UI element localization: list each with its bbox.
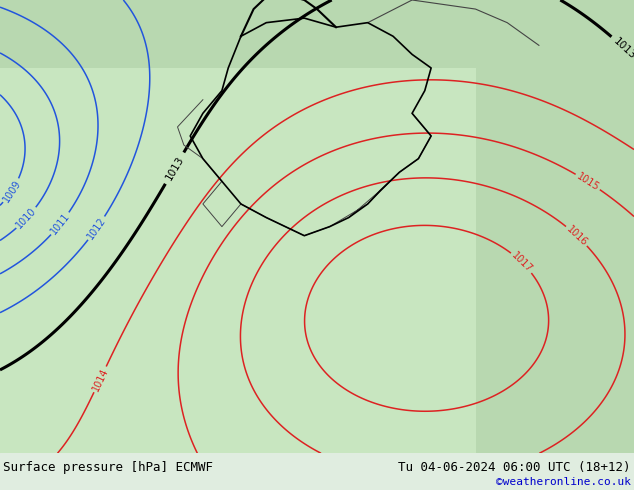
Polygon shape xyxy=(0,453,634,490)
Text: 1013: 1013 xyxy=(164,154,186,182)
Text: 1014: 1014 xyxy=(90,366,110,392)
Text: 1009: 1009 xyxy=(1,178,23,204)
Text: 1016: 1016 xyxy=(564,224,589,248)
Text: 1010: 1010 xyxy=(15,206,39,230)
Text: 1017: 1017 xyxy=(510,250,534,274)
Polygon shape xyxy=(0,0,634,68)
Text: 1012: 1012 xyxy=(86,216,108,241)
Text: 1015: 1015 xyxy=(575,171,601,193)
Text: ©weatheronline.co.uk: ©weatheronline.co.uk xyxy=(496,477,631,487)
Text: Surface pressure [hPa] ECMWF: Surface pressure [hPa] ECMWF xyxy=(3,461,213,474)
Text: 1011: 1011 xyxy=(49,211,72,237)
Text: Tu 04-06-2024 06:00 UTC (18+12): Tu 04-06-2024 06:00 UTC (18+12) xyxy=(398,461,631,474)
Text: 1013: 1013 xyxy=(612,36,634,61)
Polygon shape xyxy=(476,0,634,453)
Polygon shape xyxy=(0,0,634,453)
